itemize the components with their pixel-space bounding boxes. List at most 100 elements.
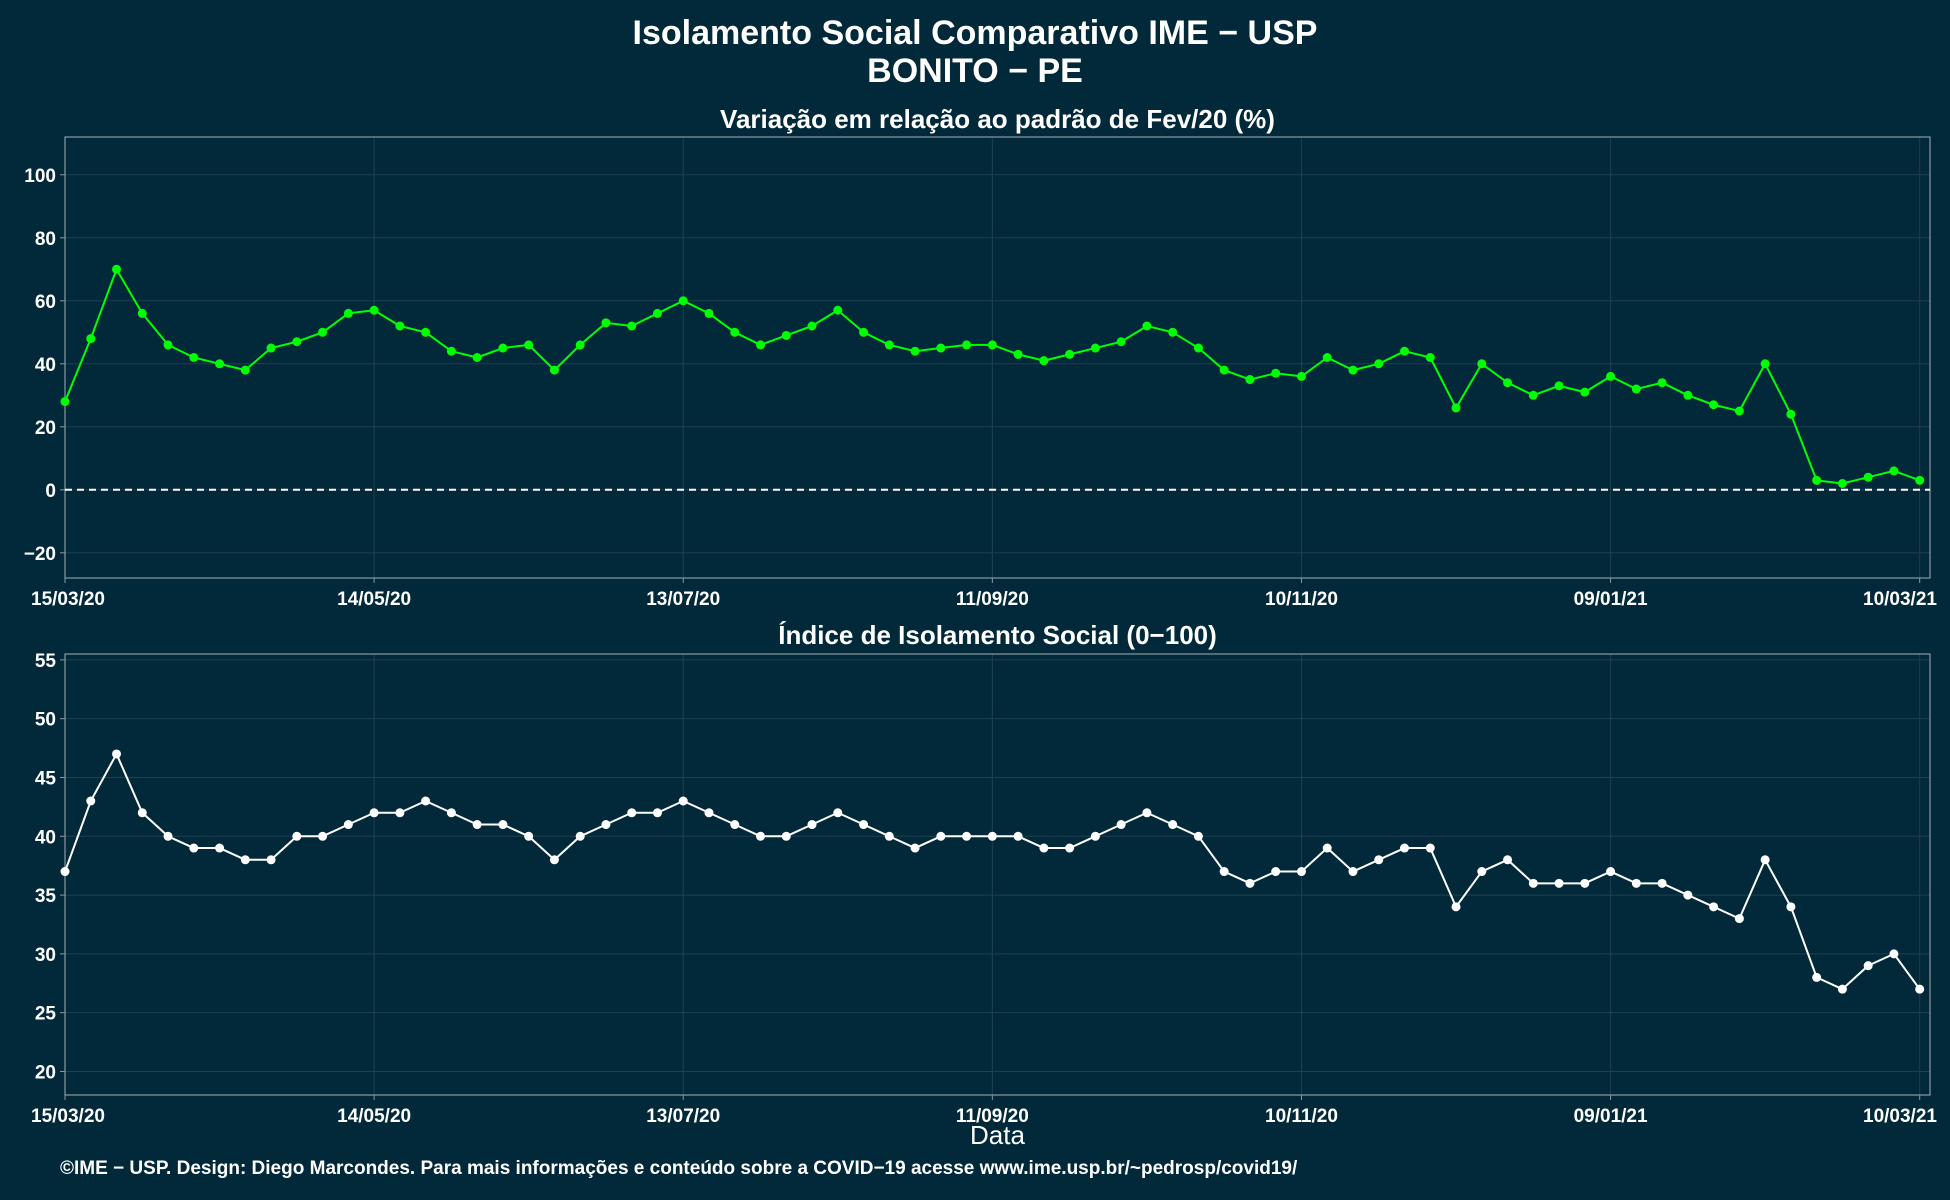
trend-line-segment <box>1738 363 1767 412</box>
trend-line-segment <box>1429 847 1457 908</box>
data-point <box>137 308 147 318</box>
data-point <box>781 831 791 841</box>
data-point <box>1322 353 1332 362</box>
data-point <box>318 327 328 337</box>
trend-line-segment <box>579 322 607 346</box>
data-point <box>1039 356 1049 366</box>
data-point <box>1580 387 1590 397</box>
y-tick-label: 100 <box>24 166 56 187</box>
trend-line-segment <box>425 800 452 814</box>
data-point <box>1090 343 1100 353</box>
data-point <box>292 831 302 841</box>
trend-line-segment <box>1610 870 1637 885</box>
data-point <box>704 808 714 818</box>
trend-line-segment <box>1532 384 1560 397</box>
data-point <box>910 346 920 356</box>
trend-line-segment <box>708 811 736 826</box>
data-point <box>652 308 662 318</box>
data-point <box>215 359 225 369</box>
data-point <box>1065 843 1075 853</box>
trend-line-segment <box>863 331 890 346</box>
trend-line-segment <box>1867 952 1895 967</box>
trend-line-segment <box>657 800 684 814</box>
trend-line-segment <box>270 835 298 861</box>
trend-line-segment <box>1223 369 1251 381</box>
data-point <box>1760 359 1770 369</box>
y-tick-label: 55 <box>35 651 57 672</box>
trend-line-segment <box>399 800 427 814</box>
trend-line-segment <box>1300 356 1328 378</box>
data-point <box>962 831 972 841</box>
trend-line-segment <box>1197 347 1225 371</box>
trend-line-segment <box>1223 870 1251 885</box>
trend-line-segment <box>811 811 839 826</box>
data-point <box>987 831 997 841</box>
trend-line-segment <box>1789 906 1818 978</box>
data-point <box>1580 878 1590 888</box>
data-point <box>395 321 405 331</box>
trend-line-segment <box>89 268 118 339</box>
data-point <box>163 831 173 841</box>
data-point <box>1503 855 1513 865</box>
trend-line-segment <box>1507 381 1534 397</box>
trend-line-segment <box>1893 953 1921 990</box>
plot-frame <box>64 653 1931 1096</box>
data-point <box>1760 855 1770 865</box>
data-point <box>421 796 431 806</box>
data-point <box>1168 327 1178 337</box>
data-point <box>1657 878 1667 888</box>
data-point <box>1065 349 1075 359</box>
trend-line-segment <box>296 331 323 343</box>
data-point <box>524 340 534 350</box>
trend-line-segment <box>785 325 813 337</box>
trend-line-segment <box>1481 362 1509 384</box>
y-tick-label: 50 <box>35 710 56 731</box>
data-point <box>1889 466 1899 476</box>
trend-line-segment <box>1455 870 1483 908</box>
data-point <box>1606 867 1616 877</box>
trend-line-segment <box>888 835 916 849</box>
trend-line-segment <box>167 344 195 359</box>
trend-line-segment <box>1481 858 1508 873</box>
data-point <box>1245 878 1255 888</box>
trend-line-segment <box>1893 469 1921 482</box>
data-point <box>1812 972 1822 982</box>
data-point <box>189 843 199 853</box>
trend-line-segment <box>1610 375 1637 390</box>
data-point <box>498 820 508 830</box>
trend-line-segment <box>1584 375 1612 394</box>
data-point <box>1786 902 1796 912</box>
trend-line-segment <box>1172 823 1199 838</box>
trend-line-segment <box>502 823 530 838</box>
trend-line-segment <box>1146 811 1174 826</box>
data-point <box>1451 403 1461 413</box>
y-tick-label: 80 <box>35 229 56 250</box>
data-point <box>1348 867 1358 877</box>
data-point <box>1142 808 1152 818</box>
y-tick-label: 0 <box>45 481 56 502</box>
trend-line-segment <box>1687 894 1715 908</box>
data-point <box>112 749 122 759</box>
data-point <box>627 808 637 818</box>
trend-line-segment <box>605 811 633 826</box>
trend-line-segment <box>992 343 1019 356</box>
trend-line-segment <box>1120 811 1148 826</box>
data-point <box>730 820 740 830</box>
trend-line-segment <box>1455 363 1483 409</box>
trend-line-segment <box>244 347 272 371</box>
data-point <box>1425 353 1435 362</box>
data-point <box>421 327 431 337</box>
data-point <box>1116 337 1126 347</box>
data-point <box>549 365 559 375</box>
trend-line-segment <box>219 847 246 861</box>
trend-line-segment <box>141 312 169 346</box>
x-axis-label: Data <box>970 1120 1025 1150</box>
trend-line-segment <box>1789 413 1818 481</box>
trend-line-segment <box>1378 847 1405 861</box>
data-point <box>1374 359 1384 369</box>
trend-line-segment <box>1300 847 1328 873</box>
data-point <box>652 808 662 818</box>
data-point <box>833 808 843 818</box>
x-tick-label: 09/01/21 <box>1574 1106 1648 1127</box>
data-point <box>1219 365 1229 375</box>
